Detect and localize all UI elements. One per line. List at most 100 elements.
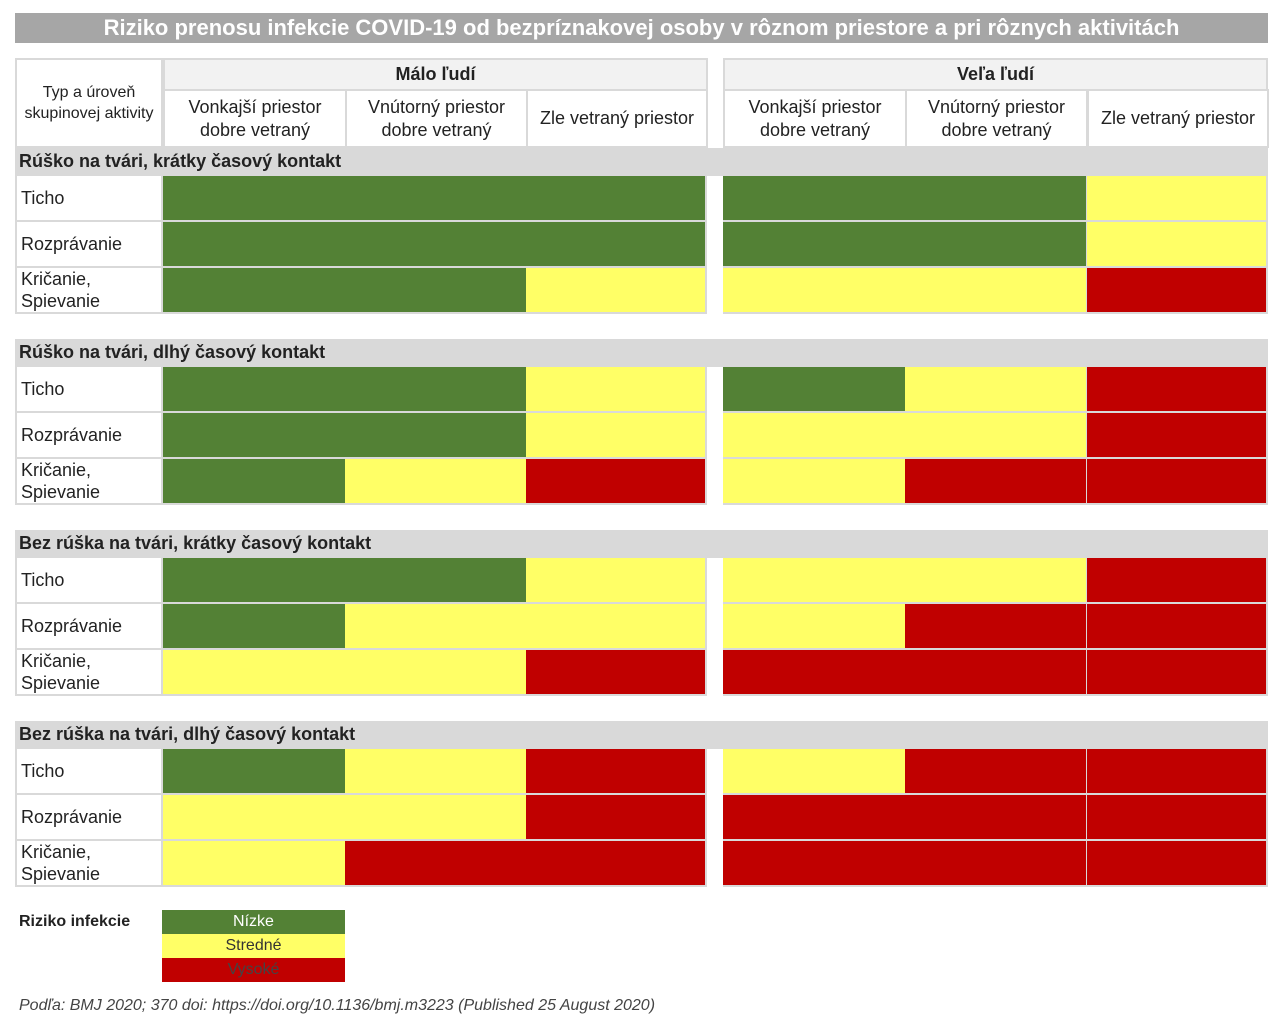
heatmap-cell xyxy=(905,604,1088,650)
row-label: Rozprávanie xyxy=(15,222,163,268)
heatmap-cell xyxy=(163,749,347,795)
heatmap-cell xyxy=(526,413,707,459)
row-label: Rozprávanie xyxy=(15,795,163,841)
heatmap-cell xyxy=(163,650,347,696)
column-header: Vnútorný priestor dobre vetraný xyxy=(345,89,528,148)
heatmap-cell xyxy=(526,558,707,604)
row-label: Rozprávanie xyxy=(15,413,163,459)
legend-item-0: Nízke xyxy=(162,910,345,934)
heatmap-cell xyxy=(905,795,1088,841)
heatmap-cell xyxy=(905,749,1088,795)
heatmap-cell xyxy=(905,558,1088,604)
heatmap-cell xyxy=(723,222,907,268)
heatmap-cell xyxy=(526,459,707,505)
heatmap-cell xyxy=(345,841,528,887)
heatmap-cell xyxy=(1087,749,1268,795)
heatmap-cell xyxy=(905,459,1088,505)
heatmap-cell xyxy=(345,795,528,841)
heatmap-cell xyxy=(345,176,528,222)
heatmap-cell xyxy=(1087,795,1268,841)
heatmap-cell xyxy=(1087,367,1268,413)
heatmap-cell xyxy=(163,268,347,314)
heatmap-cell xyxy=(163,222,347,268)
heatmap-cell xyxy=(1087,558,1268,604)
column-header: Vnútorný priestor dobre vetraný xyxy=(905,89,1088,148)
heatmap-cell xyxy=(163,413,347,459)
row-label: Kričanie, Spievanie xyxy=(15,459,163,505)
heatmap-cell xyxy=(345,367,528,413)
heatmap-cell xyxy=(163,176,347,222)
chart-title: Riziko prenosu infekcie COVID-19 od bezp… xyxy=(15,13,1268,43)
row-label: Ticho xyxy=(15,749,163,795)
heatmap-cell xyxy=(1087,604,1268,650)
column-header: Vonkajší priestor dobre vetraný xyxy=(163,89,347,148)
row-label: Kričanie, Spievanie xyxy=(15,268,163,314)
heatmap-cell xyxy=(345,604,528,650)
heatmap-cell xyxy=(723,749,907,795)
heatmap-cell xyxy=(345,650,528,696)
column-header: Vonkajší priestor dobre vetraný xyxy=(723,89,907,148)
heatmap-cell xyxy=(163,558,347,604)
corner-label: Typ a úroveň skupinovej aktivity xyxy=(15,58,163,148)
heatmap-cell xyxy=(1087,413,1268,459)
heatmap-cell xyxy=(163,459,347,505)
row-label: Kričanie, Spievanie xyxy=(15,841,163,887)
heatmap-cell xyxy=(526,841,707,887)
section-header: Rúško na tvári, krátky časový kontakt xyxy=(15,148,1268,176)
heatmap-cell xyxy=(723,558,907,604)
column-header: Zle vetraný priestor xyxy=(1087,89,1269,148)
heatmap-cell xyxy=(723,176,907,222)
heatmap-cell xyxy=(1087,268,1268,314)
heatmap-cell xyxy=(723,795,907,841)
heatmap-cell xyxy=(163,841,347,887)
heatmap-cell xyxy=(526,268,707,314)
section-header: Rúško na tvári, dlhý časový kontakt xyxy=(15,339,1268,367)
heatmap-cell xyxy=(345,749,528,795)
heatmap-cell xyxy=(163,367,347,413)
heatmap-cell xyxy=(163,604,347,650)
legend-title: Riziko infekcie xyxy=(19,913,131,930)
heatmap-cell xyxy=(905,841,1088,887)
heatmap-cell xyxy=(526,604,707,650)
heatmap-cell xyxy=(345,413,528,459)
row-label: Ticho xyxy=(15,558,163,604)
heatmap-cell xyxy=(526,176,707,222)
column-group-header: Málo ľudí xyxy=(163,58,708,91)
section-header: Bez rúška na tvári, krátky časový kontak… xyxy=(15,530,1268,558)
legend-item-1: Stredné xyxy=(162,934,345,958)
heatmap-cell xyxy=(905,650,1088,696)
heatmap-cell xyxy=(905,222,1088,268)
heatmap-cell xyxy=(526,650,707,696)
heatmap-cell xyxy=(723,650,907,696)
row-label: Kričanie, Spievanie xyxy=(15,650,163,696)
heatmap-cell xyxy=(723,268,907,314)
heatmap-cell xyxy=(1087,841,1268,887)
heatmap-cell xyxy=(905,367,1088,413)
heatmap-cell xyxy=(1087,459,1268,505)
heatmap-cell xyxy=(526,222,707,268)
column-group-header: Veľa ľudí xyxy=(723,58,1268,91)
section-header: Bez rúška na tvári, dlhý časový kontakt xyxy=(15,721,1268,749)
heatmap-cell xyxy=(345,222,528,268)
heatmap-cell xyxy=(723,604,907,650)
heatmap-cell xyxy=(723,841,907,887)
heatmap-cell xyxy=(1087,650,1268,696)
heatmap-cell xyxy=(1087,176,1268,222)
heatmap-cell xyxy=(723,459,907,505)
column-header: Zle vetraný priestor xyxy=(526,89,708,148)
heatmap-cell xyxy=(1087,222,1268,268)
heatmap-cell xyxy=(723,367,907,413)
heatmap-cell xyxy=(905,413,1088,459)
heatmap-cell xyxy=(345,268,528,314)
legend-item-2: Vysoké xyxy=(162,958,345,982)
heatmap-cell xyxy=(526,749,707,795)
heatmap-cell xyxy=(905,268,1088,314)
row-label: Ticho xyxy=(15,367,163,413)
heatmap-cell xyxy=(526,795,707,841)
heatmap-cell xyxy=(905,176,1088,222)
heatmap-cell xyxy=(723,413,907,459)
heatmap-cell xyxy=(345,558,528,604)
heatmap-cell xyxy=(163,795,347,841)
heatmap-cell xyxy=(526,367,707,413)
source-note: Podľa: BMJ 2020; 370 doi: https://doi.or… xyxy=(19,997,656,1014)
